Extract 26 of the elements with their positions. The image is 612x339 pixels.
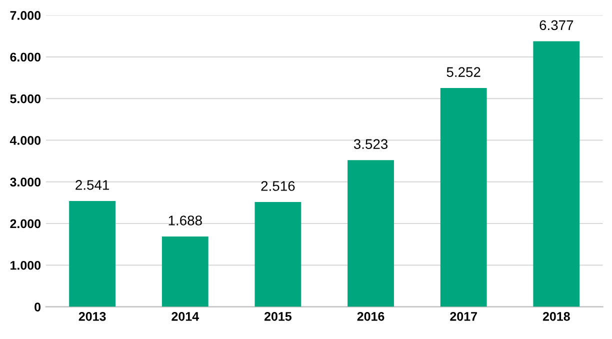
data-label: 1.688 [168,216,202,226]
bar [69,200,116,307]
data-label: 5.252 [446,67,480,77]
y-tick-label: 5.000 [10,94,41,104]
data-label: 6.377 [540,20,574,30]
x-tick-label: 2016 [357,312,384,321]
data-label: 2.516 [261,181,295,191]
bar [348,160,394,307]
y-tick-label: 1.000 [10,260,41,270]
y-tick-label: 7.000 [10,11,41,20]
bar [162,236,208,307]
y-tick-label: 2.000 [10,219,41,228]
bar [440,88,487,307]
data-label: 3.523 [354,139,388,149]
x-tick-label: 2015 [264,312,292,321]
x-tick-label: 2017 [450,312,477,321]
x-tick-label: 2018 [542,312,570,321]
y-tick-label: 3.000 [10,178,41,187]
bar [533,41,580,307]
bar [254,202,302,307]
data-label: 2.541 [76,180,110,190]
x-tick-label: 2014 [172,312,199,321]
x-tick-label: 2013 [78,312,106,321]
y-tick-label: 0 [34,302,41,312]
y-tick-label: 4.000 [10,136,41,145]
y-tick-label: 6.000 [10,52,41,62]
